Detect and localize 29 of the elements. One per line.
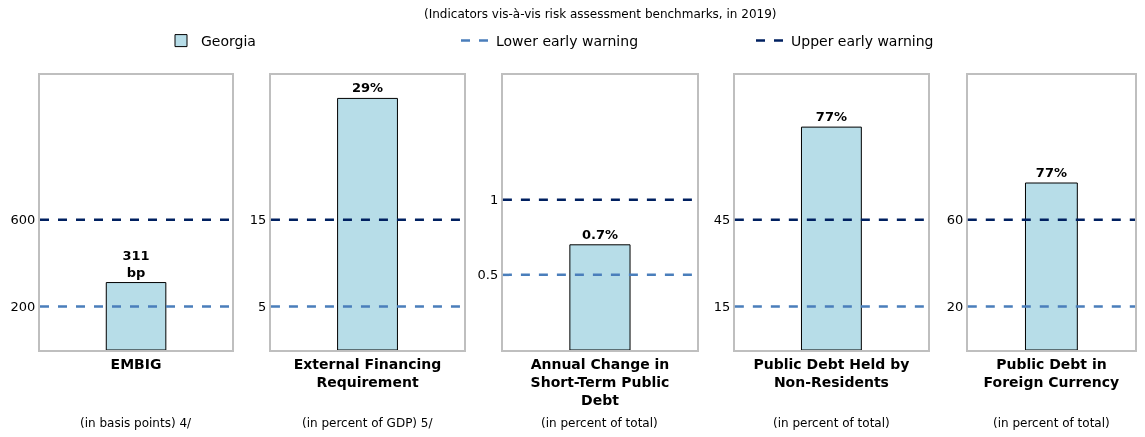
legend-label: Upper early warning [791,33,934,50]
x-tick-label: Public Debt Held by Non-Residents [753,355,910,390]
y-tick-label: 200 [10,299,36,315]
x-tick-label: External Financing Requirement [293,355,442,390]
data-label: 0.7% [581,226,618,242]
x-axis-title: (in percent of total) [773,416,890,430]
x-axis-title: (in percent of total) [541,416,658,430]
chart-title: (Indicators vis-à-vis risk assessment benchmarks, in 2019) [424,7,777,21]
legend-label: Lower early warning [496,33,639,50]
data-label: 311 bp [122,247,150,280]
y-tick-label: 0.5 [477,267,499,283]
y-tick-label: 5 [258,299,267,315]
x-axis-title: (in basis points) 4/ [80,416,193,430]
x-axis-title: (in percent of GDP) 5/ [302,416,434,430]
y-tick-label: 20 [946,299,964,315]
data-label: 29% [351,80,384,96]
x-tick-label: Public Debt in Foreign Currency [983,355,1120,390]
y-tick-label: 15 [713,299,731,315]
y-tick-label: 15 [249,212,267,228]
x-axis-title: (in percent of total) [993,416,1110,430]
y-tick-label: 60 [946,212,964,228]
data-label: 77% [815,109,847,125]
x-tick-label: Annual Change in Short-Term Public Debt [530,355,670,409]
y-tick-label: 1 [490,192,499,208]
legend-label: Georgia [201,33,256,50]
y-tick-label: 45 [713,212,731,228]
y-tick-label: 600 [10,212,36,228]
data-label: 77% [1035,165,1067,180]
x-tick-label: EMBIG [110,355,162,372]
